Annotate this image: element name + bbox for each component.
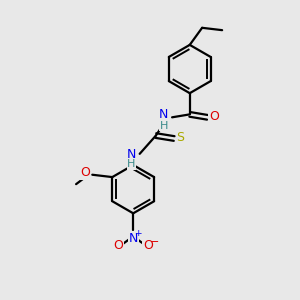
Text: H: H <box>160 121 168 130</box>
Text: O: O <box>114 239 123 252</box>
Text: O: O <box>80 167 90 179</box>
Text: +: + <box>134 229 141 238</box>
Text: H: H <box>127 159 136 169</box>
Text: S: S <box>177 131 184 144</box>
Text: −: − <box>150 237 159 247</box>
Text: N: N <box>159 109 169 122</box>
Text: O: O <box>143 239 153 252</box>
Text: N: N <box>128 232 138 245</box>
Text: N: N <box>127 148 136 161</box>
Text: O: O <box>209 110 219 123</box>
